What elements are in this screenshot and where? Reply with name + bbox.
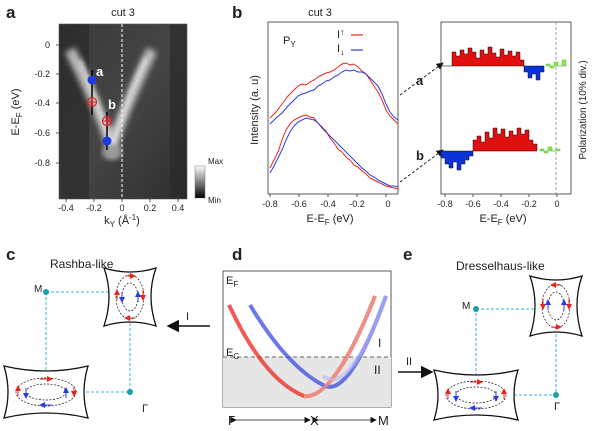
svg-text:-0.2: -0.2 — [349, 199, 365, 209]
svg-text:-0.4: -0.4 — [320, 199, 336, 209]
spectrum-b-up — [269, 114, 399, 190]
colorbar-min: Min — [208, 196, 221, 205]
marker-a-cross — [86, 96, 98, 108]
svg-text:-0.2: -0.2 — [521, 199, 537, 209]
legend-up-label: I↑ — [337, 27, 345, 41]
spectrum-a-up — [269, 62, 399, 125]
pol-label: PY — [283, 35, 296, 49]
dresselhaus-label-gamma: Γ — [554, 401, 560, 413]
spectrum-b-down — [269, 117, 399, 188]
polarization-b-negative — [440, 150, 474, 171]
svg-text:-0.2: -0.2 — [34, 69, 50, 79]
panel-a-ylabel: E-EF (eV) — [10, 88, 24, 135]
polarization-a-negative — [523, 65, 545, 81]
panel-d: EF EC I II Γ X M — [222, 270, 392, 428]
panel-letter-e: e — [403, 245, 412, 264]
dresselhaus-bz-rect — [475, 308, 557, 396]
polarization-b-tail — [539, 146, 561, 154]
marker-b-cross — [101, 115, 113, 127]
svg-text:-0.6: -0.6 — [34, 128, 50, 138]
svg-text:0: 0 — [554, 199, 559, 209]
marker-a-label: a — [96, 64, 104, 79]
polarization-ylabel: Polarization (10% div.) — [578, 60, 589, 159]
svg-text:-0.8: -0.8 — [34, 158, 50, 168]
panel-letter-c: c — [6, 245, 15, 264]
panel-a-xlabel: kY (Å-1) — [104, 213, 140, 229]
dresselhaus-title: Dresselhaus-like — [456, 259, 545, 273]
x-label-gamma: Γ — [228, 413, 235, 428]
spectrum-a-down — [269, 69, 399, 125]
region-II-shade — [223, 357, 391, 407]
arrow-II-label: II — [406, 356, 412, 368]
x-label-M: M — [378, 413, 389, 428]
rashba-title: Rashba-like — [50, 257, 114, 271]
svg-text:0.4: 0.4 — [172, 203, 185, 213]
panel-letter-a: a — [6, 3, 16, 22]
panel-letter-b: b — [232, 3, 242, 22]
region-II-label: II — [374, 363, 381, 377]
panel-e: Dresselhaus-like II M Γ X X — [398, 259, 584, 421]
polarization-b-positive — [472, 127, 538, 152]
marker-b-label: b — [108, 97, 116, 112]
svg-text:-0.8: -0.8 — [262, 199, 278, 209]
svg-text:-0.8: -0.8 — [437, 199, 453, 209]
panel-b-title: cut 3 — [308, 7, 332, 19]
dresselhaus-pocket-bottom — [433, 369, 519, 421]
dresselhaus-label-M: M — [462, 301, 470, 312]
panel-b-xlabel: E-EF (eV) — [306, 213, 353, 227]
polarization-xticks: -0.8 -0.6 -0.4 -0.2 0 — [437, 199, 559, 209]
arrow-b — [399, 149, 444, 183]
panel-b-spectra: cut 3 PY I↑ I↓ Intensity (a. u) -0.8 -0.… — [249, 7, 399, 227]
arrow-b-label: b — [416, 148, 424, 163]
rashba-label-gamma: Γ — [142, 403, 148, 415]
arrow-a-label: a — [416, 73, 424, 88]
svg-text:-0.6: -0.6 — [465, 199, 481, 209]
marker-b-bottom — [102, 136, 112, 146]
svg-text:0.2: 0.2 — [144, 203, 157, 213]
panel-b-polarization: Polarization (10% div.) -0.8 -0.6 -0.4 -… — [437, 21, 589, 227]
panel-a-title: cut 3 — [111, 7, 135, 19]
arpes-image — [59, 24, 187, 199]
label-EC: EC — [226, 347, 239, 361]
panel-c: Rashba-like M Γ X X — [3, 257, 210, 419]
legend-dn-label: I↓ — [337, 43, 345, 57]
panel-b-ylabel: Intensity (a. u) — [249, 75, 261, 145]
svg-text:-0.4: -0.4 — [493, 199, 509, 209]
svg-text:-0.2: -0.2 — [86, 203, 102, 213]
svg-text:0: 0 — [119, 203, 124, 213]
polarization-xlabel: E-EF (eV) — [479, 213, 526, 227]
panel-a: cut 3 a b 0 -0.2 -0.4 -0.6 -0.8 — [10, 7, 223, 229]
svg-text:-0.4: -0.4 — [34, 98, 50, 108]
panel-a-yticks: 0 -0.2 -0.4 -0.6 -0.8 — [34, 40, 50, 168]
dresselhaus-pocket-top — [528, 275, 584, 337]
arrow-I-label: I — [186, 311, 189, 323]
arrow-a — [399, 62, 444, 96]
colorbar-max: Max — [208, 157, 223, 166]
svg-text:0: 0 — [45, 40, 50, 50]
polarization-a-tail — [545, 59, 567, 69]
label-EF: EF — [226, 275, 238, 289]
rashba-pocket-top — [102, 266, 158, 327]
panel-b-xticks: -0.8 -0.6 -0.4 -0.2 0 — [262, 199, 390, 209]
colorbar — [194, 165, 206, 199]
panel-a-xticks: -0.4 -0.2 0 0.2 0.4 — [58, 203, 184, 213]
region-I-label: I — [378, 336, 381, 350]
marker-a-top — [87, 75, 97, 85]
x-label-X: X — [310, 413, 319, 428]
rashba-label-M: M — [34, 284, 42, 295]
polarization-a-positive — [451, 46, 525, 67]
rashba-pocket-bottom — [3, 365, 89, 419]
svg-text:-0.6: -0.6 — [291, 199, 307, 209]
svg-text:-0.4: -0.4 — [58, 203, 74, 213]
panel-letter-d: d — [232, 245, 242, 264]
svg-text:0: 0 — [385, 199, 390, 209]
rashba-bz-rect — [45, 291, 131, 393]
